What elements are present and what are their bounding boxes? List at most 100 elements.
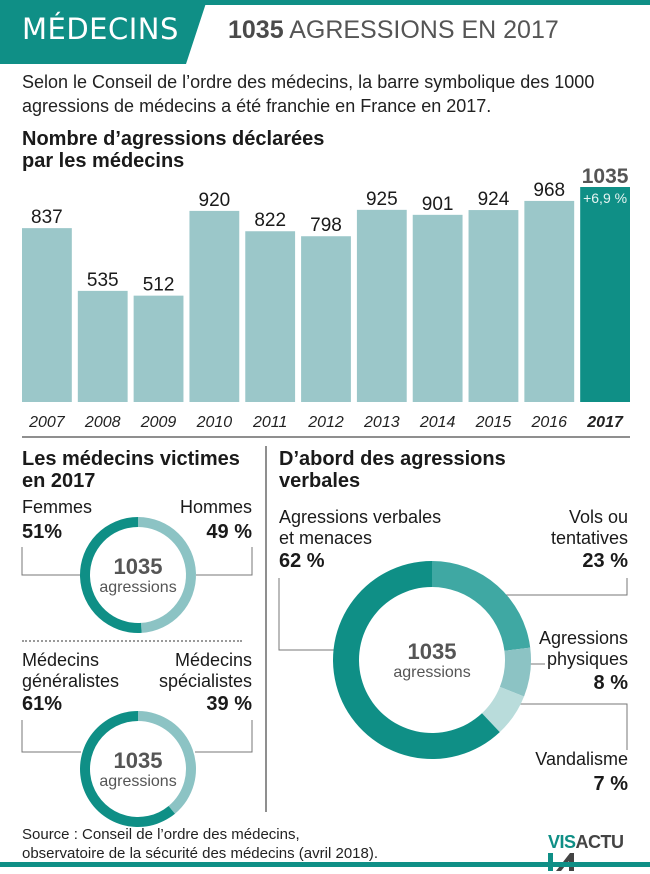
year-label-2010: 2010	[196, 414, 233, 431]
donut-slice-agressions-verbales-et-menaces	[333, 561, 500, 759]
source-line-2: observatoire de la sécurité des médecins…	[22, 845, 379, 862]
bar-value-label-2017: 1035	[582, 165, 629, 188]
donut-slice-femmes	[79, 517, 142, 633]
verbal-pct: 62 %	[279, 550, 325, 572]
gp-label-line-1: Médecins	[22, 650, 100, 670]
victims-title: Les médecins victimes en 2017	[22, 448, 240, 492]
specialist-label-line-2: spécialistes	[158, 671, 252, 691]
bar-2009	[133, 295, 184, 402]
bar-2012	[301, 236, 351, 402]
bar-value-label-2010: 920	[199, 190, 231, 211]
bar-value-label-2007: 837	[31, 207, 63, 228]
bar-2016	[524, 200, 575, 402]
bar-2015	[468, 210, 519, 402]
physical-label-line-2: physiques	[546, 649, 628, 669]
year-label-2011: 2011	[252, 414, 287, 431]
types-title-line-2: verbales	[279, 470, 361, 492]
leader-line-specialist	[195, 720, 253, 753]
bar-2013	[356, 209, 407, 402]
intro-text: Selon le Conseil de l’ordre des médecins…	[22, 72, 595, 116]
year-label-2017: 2017	[586, 414, 624, 431]
specialist-pct: 39 %	[206, 693, 252, 715]
physical-label-line-1: Agressions	[538, 628, 628, 648]
vandalism-label: Vandalisme	[535, 749, 628, 769]
leader-line-men	[196, 547, 253, 576]
donut-slice-vandalisme	[481, 686, 525, 733]
donut-slice-hommes	[138, 517, 196, 633]
header-category: MÉDECINS	[22, 12, 179, 46]
bar-2011	[245, 231, 296, 402]
year-label-2008: 2008	[84, 414, 121, 431]
donut-center-number: 1035	[114, 554, 163, 579]
gp-pct: 61%	[22, 693, 63, 715]
leader-line-women	[21, 547, 80, 576]
dotted-separator	[22, 640, 242, 642]
top-band	[0, 0, 650, 5]
bar-value-label-2012: 798	[310, 215, 342, 236]
year-label-2014: 2014	[419, 414, 456, 431]
theft-pct: 23 %	[582, 550, 628, 572]
donut-center-label: agressions	[393, 664, 470, 681]
donut-center-label: agressions	[99, 773, 176, 790]
leader-line-verbal	[278, 578, 335, 651]
source-line-1: Source : Conseil de l’ordre des médecins…	[22, 826, 300, 843]
bar-2008	[77, 290, 128, 402]
theft-label: Vols ou tentatives	[460, 507, 628, 549]
logo-text-vis: VIS	[548, 832, 576, 852]
vandalism-pct: 7 %	[593, 773, 628, 795]
bar-chart-divider	[22, 436, 630, 438]
donut-slice-médecins-spécialistes	[138, 711, 197, 814]
men-label: Hommes	[179, 497, 252, 517]
leader-line-gp	[21, 720, 81, 753]
headline-text: AGRESSIONS EN 2017	[289, 16, 559, 44]
year-label-2016: 2016	[530, 414, 567, 431]
leader-line-theft	[505, 578, 628, 596]
physical-pct: 8 %	[593, 672, 628, 694]
section-divider	[265, 446, 267, 812]
donut-slice-agressions-physiques	[499, 647, 531, 697]
bottom-band	[0, 862, 650, 867]
bar-value-label-2014: 901	[422, 194, 454, 215]
bar-2007	[22, 228, 72, 402]
bar-chart: 837 2007 535 2008 512 2009 920 2010 822 2011 798 20…	[22, 165, 630, 431]
specialist-label-line-1: Médecins	[174, 650, 252, 670]
logo-text-actu: ACTU	[575, 832, 625, 852]
bar-value-label-2009: 512	[143, 275, 175, 296]
year-label-2007: 2007	[28, 414, 66, 431]
year-label-2009: 2009	[140, 414, 177, 431]
visactu-logo: VISACTU	[548, 832, 650, 874]
gp-label-line-2: généralistes	[22, 671, 120, 691]
theft-label-line-2: tentatives	[550, 528, 628, 548]
header-banner	[0, 0, 207, 64]
bar-2014	[412, 214, 463, 402]
types-title-line-1: D’abord des agressions	[279, 448, 506, 470]
donut-center-number: 1035	[408, 639, 457, 664]
theft-label-line-1: Vols ou	[568, 507, 628, 527]
men-pct: 49 %	[206, 521, 252, 543]
bar-value-label-2015: 924	[478, 189, 510, 210]
bar-2010	[189, 210, 240, 402]
bar-value-label-2016: 968	[533, 180, 565, 201]
bar-chart-title: Nombre d’agressions déclarées par les mé…	[22, 128, 324, 172]
verbal-label-line-2: et menaces	[279, 528, 373, 548]
year-label-2012: 2012	[307, 414, 344, 431]
year-label-2015: 2015	[475, 414, 512, 431]
headline-number: 1035	[228, 16, 284, 44]
donut-slice-vols-ou-tentatives	[432, 561, 531, 651]
bar-chart-title-line-2: par les médecins	[22, 150, 185, 172]
physical-label: Agressions physiques	[460, 628, 628, 670]
bar-value-label-2013: 925	[366, 189, 398, 210]
bar-2017	[580, 187, 630, 402]
donut-center-label: agressions	[99, 579, 176, 596]
gp-label: Médecins généralistes	[22, 650, 119, 692]
header-headline: 1035 AGRESSIONS EN 2017	[228, 16, 559, 45]
women-pct: 51%	[22, 521, 63, 543]
header-category-block	[0, 0, 207, 64]
donut-slice-médecins-généralistes	[80, 711, 175, 827]
victims-title-line-1: Les médecins victimes	[22, 448, 240, 470]
women-label: Femmes	[22, 497, 93, 517]
victims-title-line-2: en 2017	[22, 470, 96, 492]
